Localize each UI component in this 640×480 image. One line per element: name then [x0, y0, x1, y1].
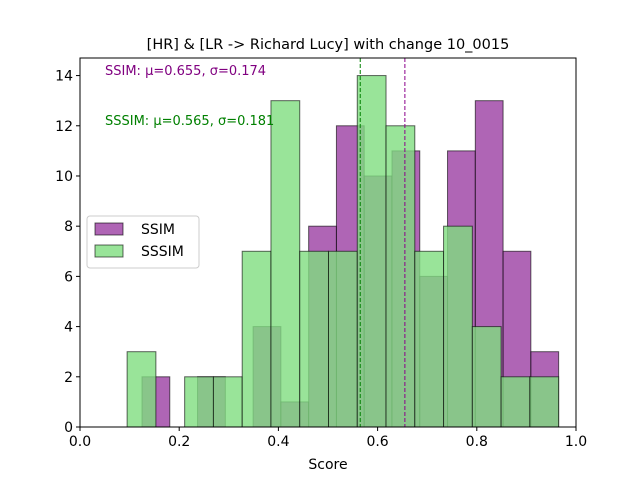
- x-tick-label: 1.0: [565, 434, 587, 450]
- y-tick-label: 6: [64, 269, 73, 285]
- sssim-bar-13: [500, 376, 531, 428]
- y-tick-label: 12: [55, 119, 73, 135]
- sssim-bars: [126, 75, 560, 428]
- legend-swatch-sssim: [94, 244, 124, 258]
- sssim-bar-8: [356, 75, 387, 428]
- ssim-stats-annotation: SSIM: μ=0.655, σ=0.174: [105, 64, 266, 79]
- sssim-bar-4: [241, 250, 272, 428]
- x-axis: 0.0 0.2 0.4 0.6 0.8 1.0: [69, 427, 587, 450]
- sssim-bar-12: [471, 326, 502, 428]
- x-tick-label: 0.6: [366, 434, 388, 450]
- legend-label-sssim: SSSIM: [141, 244, 184, 260]
- legend-swatch-ssim: [94, 222, 124, 236]
- sssim-stats-annotation: SSSIM: μ=0.565, σ=0.181: [105, 114, 274, 129]
- sssim-bar-9: [385, 125, 416, 428]
- legend: SSIM SSSIM: [86, 215, 200, 269]
- x-tick-label: 0.4: [267, 434, 289, 450]
- sssim-bar-0: [126, 351, 157, 428]
- sssim-bar-7: [327, 250, 358, 428]
- x-axis-label: Score: [308, 457, 347, 473]
- sssim-bar-3: [212, 376, 243, 428]
- x-tick-label: 0.0: [69, 434, 91, 450]
- y-axis: 0 2 4 6 8 10 12 14: [55, 69, 80, 436]
- y-tick-label: 4: [64, 320, 73, 336]
- sssim-bar-2: [184, 376, 214, 428]
- plot-frame: [79, 57, 577, 428]
- mean-lines: [359, 58, 406, 427]
- sssim-bar-6: [299, 250, 329, 428]
- y-tick-label: 0: [64, 420, 73, 436]
- y-tick-label: 2: [64, 370, 73, 386]
- x-tick-label: 0.8: [466, 434, 488, 450]
- y-tick-label: 10: [55, 169, 73, 185]
- y-tick-label: 8: [64, 219, 73, 235]
- x-tick-label: 0.2: [168, 434, 190, 450]
- legend-label-ssim: SSIM: [141, 222, 175, 238]
- chart-title: [HR] & [LR -> Richard Lucy] with change …: [147, 37, 510, 53]
- sssim-bar-5: [270, 100, 301, 428]
- sssim-bar-11: [443, 225, 473, 428]
- sssim-bar-14: [529, 376, 560, 428]
- sssim-bar-10: [414, 250, 445, 428]
- y-tick-label: 14: [55, 69, 73, 85]
